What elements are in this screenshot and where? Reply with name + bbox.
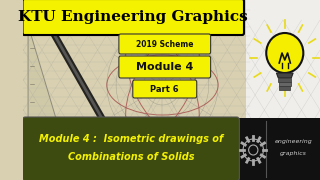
Text: Module 4 :  Isometric drawings of: Module 4 : Isometric drawings of bbox=[39, 134, 223, 144]
FancyBboxPatch shape bbox=[246, 0, 320, 120]
Polygon shape bbox=[276, 73, 293, 78]
Polygon shape bbox=[28, 25, 74, 180]
Text: 2019 Scheme: 2019 Scheme bbox=[136, 39, 193, 48]
Text: Part 6: Part 6 bbox=[150, 84, 179, 93]
Text: Combinations of Solids: Combinations of Solids bbox=[68, 152, 194, 162]
Text: KTU Engineering Graphics: KTU Engineering Graphics bbox=[18, 10, 248, 24]
FancyBboxPatch shape bbox=[279, 86, 290, 90]
Text: Module 4: Module 4 bbox=[136, 62, 193, 72]
FancyBboxPatch shape bbox=[119, 34, 211, 54]
FancyBboxPatch shape bbox=[119, 56, 211, 78]
FancyBboxPatch shape bbox=[22, 117, 239, 180]
Text: engineering: engineering bbox=[274, 138, 312, 143]
Circle shape bbox=[266, 33, 303, 73]
FancyBboxPatch shape bbox=[23, 118, 320, 180]
FancyBboxPatch shape bbox=[238, 118, 320, 180]
FancyBboxPatch shape bbox=[278, 78, 291, 82]
FancyBboxPatch shape bbox=[133, 80, 197, 98]
FancyBboxPatch shape bbox=[22, 0, 244, 35]
FancyBboxPatch shape bbox=[279, 82, 291, 86]
Text: graphics: graphics bbox=[280, 150, 307, 156]
